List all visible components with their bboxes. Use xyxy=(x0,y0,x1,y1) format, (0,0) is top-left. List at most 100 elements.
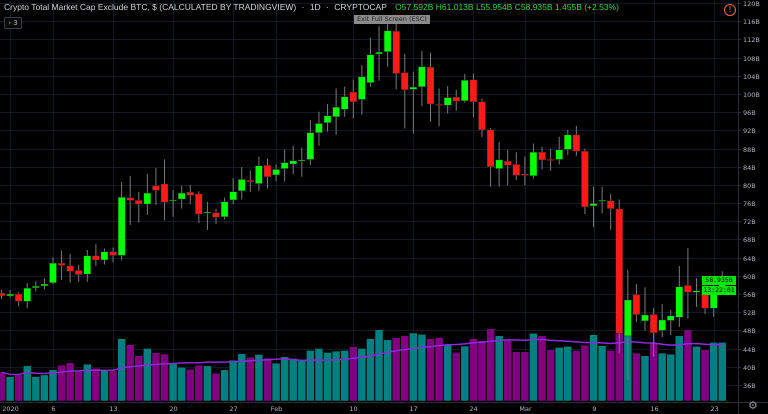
x-tick-label: 20 xyxy=(169,405,177,413)
candle xyxy=(486,128,495,187)
volume-bar xyxy=(675,335,684,402)
candle xyxy=(195,191,203,224)
candle xyxy=(263,158,272,189)
volume-bar xyxy=(31,376,41,402)
candle-body xyxy=(512,164,520,176)
candle xyxy=(0,289,6,300)
y-tick-label: 40B xyxy=(743,364,756,372)
candle-body xyxy=(581,151,589,207)
candle-body xyxy=(0,292,6,297)
candle xyxy=(504,149,512,186)
y-tick-label: 72B xyxy=(743,218,756,226)
x-tick-label: 24 xyxy=(469,405,477,413)
volume-bar xyxy=(100,370,109,402)
volume-bar xyxy=(134,355,144,402)
candle-body xyxy=(606,200,615,209)
candle-body xyxy=(255,165,263,184)
candle-body xyxy=(426,66,435,105)
candle-body xyxy=(246,180,255,182)
y-tick-label: 68B xyxy=(743,236,756,244)
volume-bar xyxy=(700,349,710,402)
candle xyxy=(675,265,684,327)
volume-bar xyxy=(14,374,23,402)
y-tick-label: 96B xyxy=(743,109,756,117)
volume-ma-line xyxy=(1,338,723,376)
gear-icon[interactable]: ⚙ xyxy=(748,399,758,412)
candle xyxy=(152,168,160,205)
volume-bar xyxy=(254,354,264,402)
volume-bar xyxy=(271,362,281,402)
candle xyxy=(246,170,255,192)
volume-bar xyxy=(529,333,538,402)
candle xyxy=(306,119,315,165)
volume-bar xyxy=(666,353,675,402)
price-axis[interactable]: 120B 116B 112B 108B 104B 100B 96B 92B 88B 84B 80B 7… xyxy=(738,0,760,390)
volume-bar xyxy=(400,335,410,402)
volume-bar xyxy=(563,346,573,402)
candle xyxy=(23,283,31,309)
candle-body xyxy=(229,191,237,201)
volume-bar xyxy=(717,342,727,402)
candle xyxy=(392,19,400,90)
volume-bar xyxy=(657,352,667,402)
symbol-title: Crypto Total Market Cap Exclude BTC, $ (… xyxy=(4,2,297,12)
candle xyxy=(375,26,383,81)
candle xyxy=(435,88,443,127)
candle xyxy=(323,103,332,132)
candle xyxy=(220,197,229,220)
candle-body xyxy=(160,183,169,203)
candle xyxy=(83,249,92,282)
interval[interactable]: 1D xyxy=(309,2,321,12)
candle-body xyxy=(298,159,306,162)
candle-body xyxy=(280,162,289,169)
volume-bar xyxy=(151,352,161,402)
volume-bar xyxy=(580,344,590,402)
volume-bar xyxy=(22,365,32,402)
volume-bar xyxy=(409,332,418,402)
volume-bar xyxy=(494,335,504,402)
candle-body xyxy=(632,294,641,315)
candle xyxy=(495,141,503,187)
open-value: O57.592B xyxy=(395,2,434,12)
volume-bar xyxy=(366,338,375,402)
x-tick-label: 16 xyxy=(650,405,658,413)
candle xyxy=(529,143,538,179)
volume-bar xyxy=(692,346,701,402)
candle xyxy=(538,146,546,170)
candle-body xyxy=(195,193,203,215)
volume-bar xyxy=(0,371,6,402)
candle-body xyxy=(66,265,74,272)
candle xyxy=(418,50,426,107)
candle xyxy=(280,149,289,182)
candle xyxy=(315,111,323,146)
candle-body xyxy=(306,132,315,160)
candle-body xyxy=(143,192,152,205)
volume-bar xyxy=(391,337,401,402)
time-axis[interactable]: 2020 6 13 20 27 Feb 10 17 24 Mar 9 16 23 xyxy=(2,405,718,413)
indicators-collapse-button[interactable]: › 3 xyxy=(4,17,22,29)
candle-body xyxy=(23,287,31,302)
candle-body xyxy=(272,169,280,176)
alert-circle-icon[interactable]: ! xyxy=(724,4,736,16)
y-tick-label: 44B xyxy=(743,346,756,354)
candle xyxy=(332,88,340,135)
candle-body xyxy=(641,314,649,322)
candle xyxy=(6,289,14,298)
volume-bar xyxy=(374,329,384,402)
candle xyxy=(203,201,212,230)
volume-bar xyxy=(108,370,118,402)
candle-body xyxy=(315,123,323,133)
volume-bar xyxy=(83,363,92,402)
last-price-label: 58.935B xyxy=(702,276,736,285)
candle xyxy=(160,159,169,221)
candle xyxy=(341,86,349,117)
volume-bars xyxy=(0,327,727,402)
candle-body xyxy=(263,165,272,177)
volume-bar xyxy=(417,334,427,402)
y-tick-label: 100B xyxy=(743,91,760,99)
volume-bar xyxy=(143,348,152,402)
y-tick-label: 116B xyxy=(743,18,760,26)
candle-body xyxy=(675,286,684,318)
volume-bar xyxy=(177,366,186,402)
